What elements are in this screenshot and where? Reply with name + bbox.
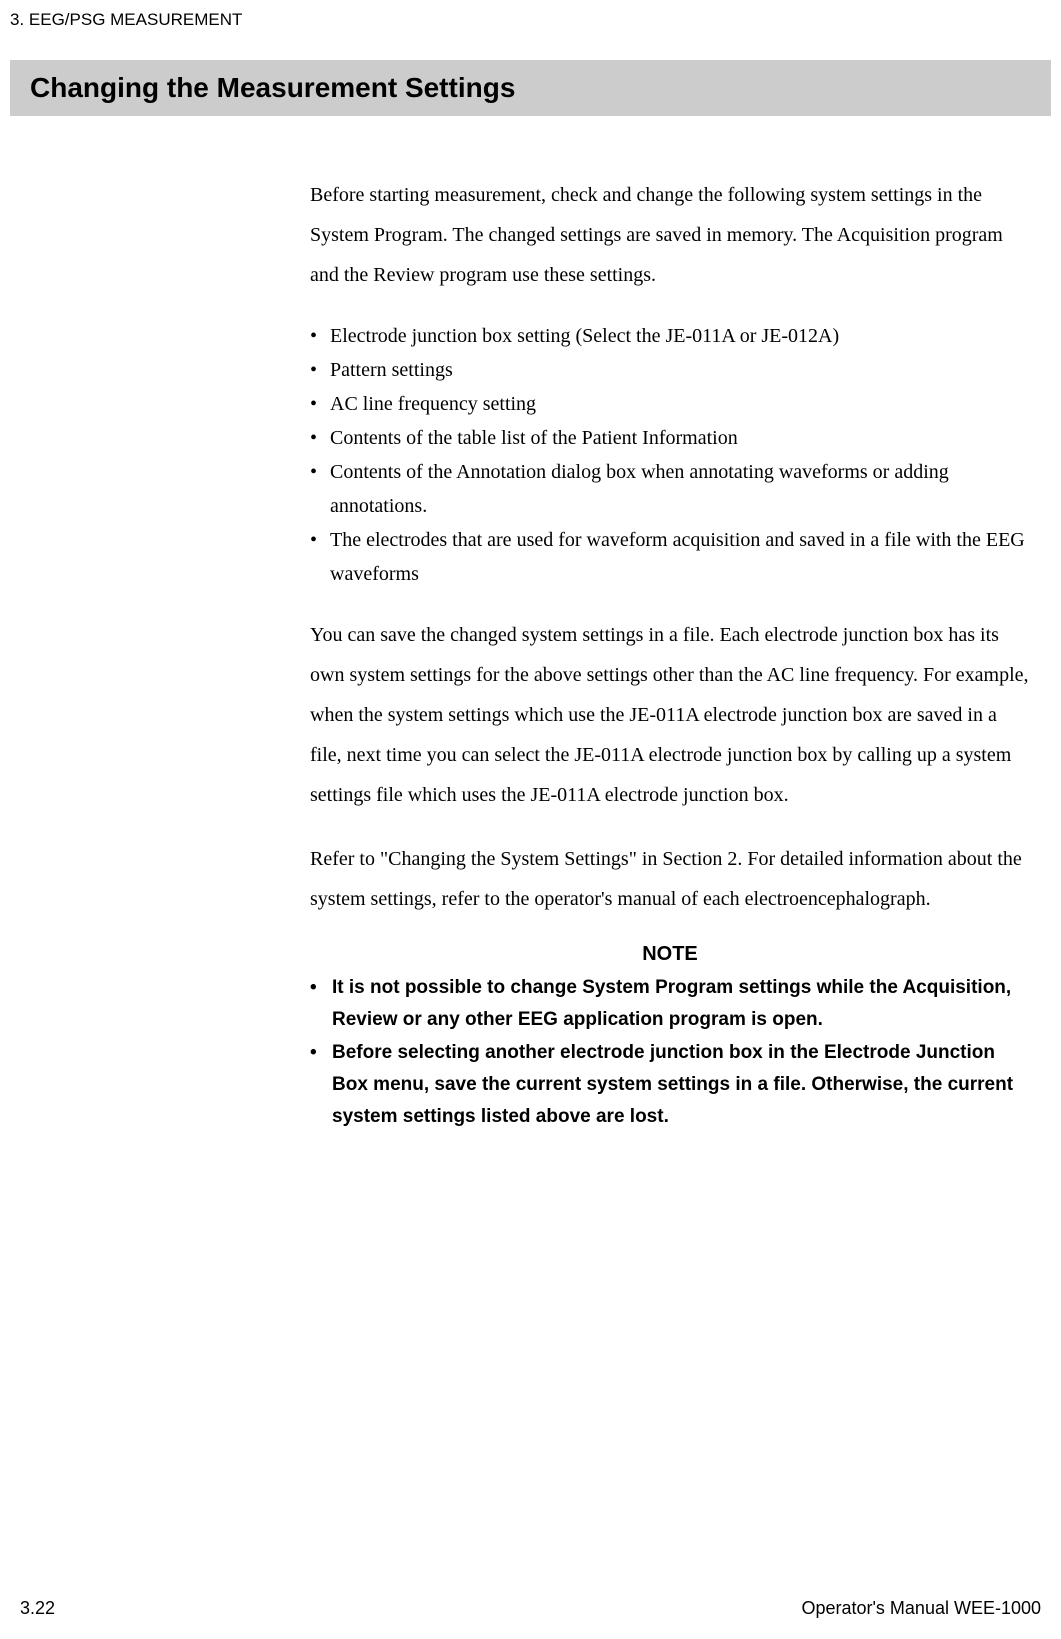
bullet-item: AC line frequency setting: [310, 387, 1030, 421]
footer-page-number: 3.22: [20, 1598, 55, 1619]
manual-name-text: Operator's Manual WEE-1000: [801, 1598, 1041, 1618]
bullet-item: Contents of the table list of the Patien…: [310, 421, 1030, 455]
bullet-item: Electrode junction box setting (Select t…: [310, 319, 1030, 353]
section-title-text: Changing the Measurement Settings: [30, 72, 515, 103]
section-title: Changing the Measurement Settings: [10, 60, 1051, 116]
middle-paragraph: You can save the changed system settings…: [310, 615, 1030, 815]
bullet-item: Contents of the Annotation dialog box wh…: [310, 455, 1030, 523]
intro-paragraph: Before starting measurement, check and c…: [310, 175, 1030, 295]
page-number-text: 3.22: [20, 1598, 55, 1618]
note-item: It is not possible to change System Prog…: [310, 972, 1030, 1037]
content-area: Before starting measurement, check and c…: [310, 175, 1030, 1133]
bullet-item: Pattern settings: [310, 353, 1030, 387]
refer-paragraph: Refer to "Changing the System Settings" …: [310, 839, 1030, 919]
settings-bullet-list: Electrode junction box setting (Select t…: [310, 319, 1030, 591]
note-item: Before selecting another electrode junct…: [310, 1037, 1030, 1134]
header-section-label: 3. EEG/PSG MEASUREMENT: [10, 10, 242, 29]
footer-manual-name: Operator's Manual WEE-1000: [801, 1598, 1041, 1619]
bullet-item: The electrodes that are used for wavefor…: [310, 523, 1030, 591]
note-title: NOTE: [310, 943, 1030, 966]
note-section: NOTE It is not possible to change System…: [310, 943, 1030, 1133]
page-header: 3. EEG/PSG MEASUREMENT: [10, 10, 242, 30]
